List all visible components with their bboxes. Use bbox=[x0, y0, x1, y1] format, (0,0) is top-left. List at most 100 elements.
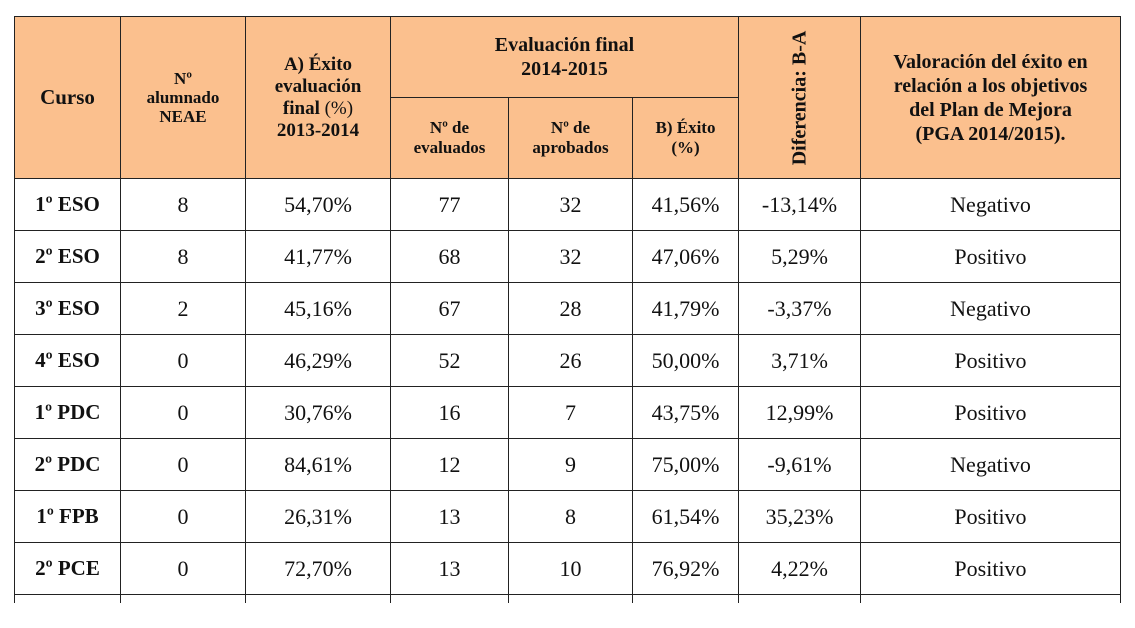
cell-exito-b: 50,00% bbox=[632, 334, 739, 387]
cell-empty bbox=[860, 594, 1121, 603]
cell-neae: 0 bbox=[120, 334, 246, 387]
header-exito-b-line1: B) Éxito bbox=[655, 118, 716, 137]
cell-diferencia: 4,22% bbox=[738, 542, 861, 595]
cell-evaluados: 68 bbox=[390, 230, 509, 283]
cell-valoracion: Positivo bbox=[860, 490, 1121, 543]
header-evaluacion-final-line1: Evaluación final bbox=[494, 34, 635, 56]
header-valoracion-line4: (PGA 2014/2015). bbox=[915, 122, 1066, 145]
cell-curso: 4º ESO bbox=[14, 334, 121, 387]
header-valoracion: Valoración del éxito en relación a los o… bbox=[860, 16, 1121, 179]
header-n-aprobados: Nº de aprobados bbox=[508, 97, 633, 179]
cell-exito-a: 84,61% bbox=[245, 438, 391, 491]
cell-evaluados: 12 bbox=[390, 438, 509, 491]
cell-curso: 1º PDC bbox=[14, 386, 121, 439]
header-exito-a-line1: A) Éxito bbox=[283, 53, 353, 75]
cell-exito-b: 61,54% bbox=[632, 490, 739, 543]
cell-aprobados: 32 bbox=[508, 230, 633, 283]
table-row: 1º PDC 0 30,76% 16 7 43,75% 12,99% Positivo bbox=[14, 386, 1121, 439]
cell-neae: 0 bbox=[120, 490, 246, 543]
cell-exito-b: 41,56% bbox=[632, 178, 739, 231]
cell-aprobados: 28 bbox=[508, 282, 633, 335]
header-n-evaluados-line1: Nº de bbox=[429, 118, 470, 137]
cell-aprobados: 9 bbox=[508, 438, 633, 491]
cell-evaluados: 67 bbox=[390, 282, 509, 335]
cell-empty bbox=[120, 594, 246, 603]
cell-diferencia: 12,99% bbox=[738, 386, 861, 439]
cell-exito-b: 43,75% bbox=[632, 386, 739, 439]
header-valoracion-line3: del Plan de Mejora bbox=[909, 98, 1072, 121]
header-diferencia: Diferencia: B-A bbox=[738, 16, 861, 179]
cell-curso: 1º ESO bbox=[14, 178, 121, 231]
cell-curso: 2º ESO bbox=[14, 230, 121, 283]
cell-aprobados: 26 bbox=[508, 334, 633, 387]
cell-aprobados: 8 bbox=[508, 490, 633, 543]
header-exito-a-pct: (%) bbox=[324, 97, 354, 119]
cell-neae: 8 bbox=[120, 178, 246, 231]
cell-empty bbox=[245, 594, 391, 603]
cell-diferencia: -13,14% bbox=[738, 178, 861, 231]
header-neae-line2: alumnado bbox=[146, 88, 220, 107]
table-row: 1º FPB 0 26,31% 13 8 61,54% 35,23% Positivo bbox=[14, 490, 1121, 543]
cell-neae: 2 bbox=[120, 282, 246, 335]
cell-empty bbox=[632, 594, 739, 603]
cell-exito-b: 41,79% bbox=[632, 282, 739, 335]
cell-exito-a: 72,70% bbox=[245, 542, 391, 595]
header-exito-b: B) Éxito (%) bbox=[632, 97, 739, 179]
cell-aprobados: 10 bbox=[508, 542, 633, 595]
table-row-continuation bbox=[14, 594, 1121, 603]
header-neae-line1: Nº bbox=[174, 69, 192, 88]
header-exito-a-line3: final bbox=[282, 97, 320, 119]
cell-evaluados: 16 bbox=[390, 386, 509, 439]
header-exito-a-year: 2013-2014 bbox=[276, 119, 360, 141]
cell-valoracion: Negativo bbox=[860, 282, 1121, 335]
cell-evaluados: 13 bbox=[390, 490, 509, 543]
header-valoracion-line2: relación a los objetivos bbox=[893, 74, 1088, 97]
cell-exito-b: 76,92% bbox=[632, 542, 739, 595]
cell-exito-a: 45,16% bbox=[245, 282, 391, 335]
cell-exito-a: 30,76% bbox=[245, 386, 391, 439]
cell-valoracion: Positivo bbox=[860, 334, 1121, 387]
cell-neae: 0 bbox=[120, 438, 246, 491]
header-valoracion-line1: Valoración del éxito en bbox=[893, 50, 1088, 73]
cell-aprobados: 7 bbox=[508, 386, 633, 439]
cell-exito-b: 47,06% bbox=[632, 230, 739, 283]
cell-empty bbox=[738, 594, 861, 603]
table-body: 1º ESO 8 54,70% 77 32 41,56% -13,14% Negativo 2º… bbox=[14, 178, 1121, 603]
cell-evaluados: 13 bbox=[390, 542, 509, 595]
header-diferencia-label: Diferencia: B-A bbox=[788, 30, 810, 165]
cell-valoracion: Positivo bbox=[860, 230, 1121, 283]
cell-exito-a: 41,77% bbox=[245, 230, 391, 283]
header-evaluacion-final: Evaluación final 2014-2015 bbox=[390, 16, 739, 98]
header-exito-a-line2: evaluación bbox=[274, 75, 362, 97]
table-header: Curso Nº alumnado NEAE A) Éxito evaluaci… bbox=[14, 16, 1121, 179]
cell-diferencia: -9,61% bbox=[738, 438, 861, 491]
cell-curso: 2º PCE bbox=[14, 542, 121, 595]
cell-empty bbox=[508, 594, 633, 603]
header-n-evaluados: Nº de evaluados bbox=[390, 97, 509, 179]
table-row: 3º ESO 2 45,16% 67 28 41,79% -3,37% Negativo bbox=[14, 282, 1121, 335]
table-row: 2º PCE 0 72,70% 13 10 76,92% 4,22% Positivo bbox=[14, 542, 1121, 595]
header-evaluacion-final-line2: 2014-2015 bbox=[521, 58, 608, 80]
cell-diferencia: 5,29% bbox=[738, 230, 861, 283]
header-neae: Nº alumnado NEAE bbox=[120, 16, 246, 179]
header-exito-b-line2: (%) bbox=[671, 138, 700, 157]
cell-diferencia: -3,37% bbox=[738, 282, 861, 335]
header-n-evaluados-line2: evaluados bbox=[413, 138, 486, 157]
cell-diferencia: 35,23% bbox=[738, 490, 861, 543]
cell-evaluados: 52 bbox=[390, 334, 509, 387]
cell-diferencia: 3,71% bbox=[738, 334, 861, 387]
cell-curso: 3º ESO bbox=[14, 282, 121, 335]
cell-valoracion: Negativo bbox=[860, 178, 1121, 231]
cell-curso: 2º PDC bbox=[14, 438, 121, 491]
cell-empty bbox=[390, 594, 509, 603]
cell-empty bbox=[14, 594, 121, 603]
cell-exito-a: 46,29% bbox=[245, 334, 391, 387]
header-exito-a: A) Éxito evaluación final (%) 2013-2014 bbox=[245, 16, 391, 179]
cell-aprobados: 32 bbox=[508, 178, 633, 231]
cell-exito-b: 75,00% bbox=[632, 438, 739, 491]
cell-exito-a: 26,31% bbox=[245, 490, 391, 543]
cell-valoracion: Negativo bbox=[860, 438, 1121, 491]
results-table: Curso Nº alumnado NEAE A) Éxito evaluaci… bbox=[14, 16, 1121, 603]
table-row: 2º ESO 8 41,77% 68 32 47,06% 5,29% Positivo bbox=[14, 230, 1121, 283]
cell-neae: 8 bbox=[120, 230, 246, 283]
